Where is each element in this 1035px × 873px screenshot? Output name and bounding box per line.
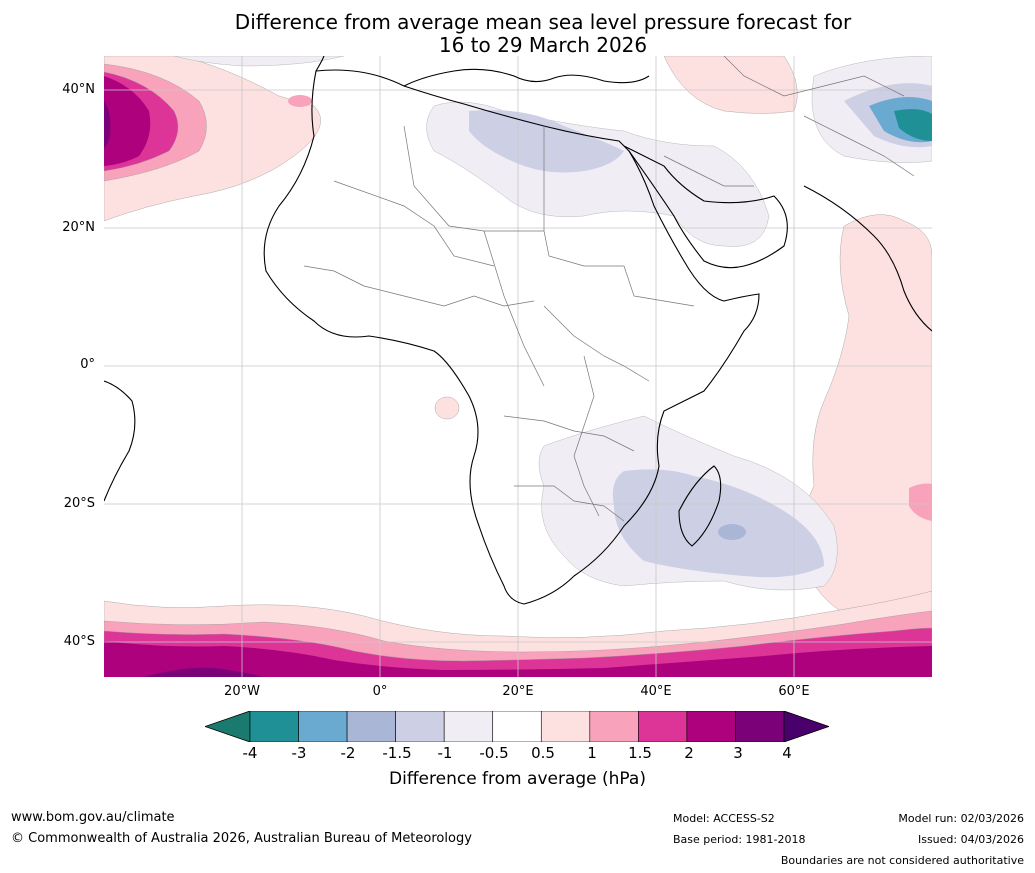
country-borders	[303, 56, 915, 522]
footer-base-period: Base period: 1981-2018	[673, 833, 806, 846]
colorbar	[205, 711, 829, 742]
graticule	[104, 56, 932, 677]
colorbar-tick-label: -1.5	[382, 744, 412, 762]
colorbar-cell	[638, 711, 688, 742]
colorbar-cell	[686, 711, 736, 742]
colorbar-tick-label: 3	[733, 744, 743, 762]
chart-title-line1: Difference from average mean sea level p…	[234, 10, 852, 34]
footer-disclaimer: Boundaries are not considered authoritat…	[780, 854, 1024, 867]
footer-website: www.bom.gov.au/climate	[11, 810, 175, 825]
colorbar-tick-label: -1	[437, 744, 453, 762]
colorbar-cell	[589, 711, 639, 742]
colorbar-cell	[492, 711, 542, 742]
colorbar-tick-label: -2	[340, 744, 356, 762]
x-tick-label: 0°	[372, 684, 388, 699]
anomaly-north-atlantic	[104, 56, 321, 222]
y-tick-label: 40°S	[63, 634, 95, 649]
colorbar-tick-label: 1.5	[628, 744, 652, 762]
colorbar-tick-label: -4	[242, 744, 258, 762]
footer-model-run: Model run: 02/03/2026	[898, 812, 1024, 825]
anomaly-mediterranean	[426, 101, 770, 247]
y-tick-label: 40°N	[62, 82, 95, 97]
colorbar-tick-label: -3	[291, 744, 307, 762]
map-panel	[104, 56, 932, 677]
colorbar-cell	[346, 711, 396, 742]
x-tick-label: 40°E	[640, 684, 672, 699]
anomaly-asia	[663, 56, 932, 163]
footer-copyright: © Commonwealth of Australia 2026, Austra…	[11, 831, 472, 846]
y-tick-label: 0°	[80, 357, 95, 372]
footer-model: Model: ACCESS-S2	[673, 812, 775, 825]
y-tick-label: 20°N	[62, 220, 95, 235]
colorbar-tick-label: -0.5	[479, 744, 509, 762]
colorbar-cell	[395, 711, 445, 742]
colorbar-tick-label: 0.5	[531, 744, 555, 762]
colorbar-title: Difference from average (hPa)	[389, 769, 646, 789]
colorbar-tick-label: 1	[587, 744, 597, 762]
colorbar-cell	[249, 711, 299, 742]
map-canvas	[104, 56, 932, 677]
chart-title-line2: 16 to 29 March 2026	[438, 33, 648, 57]
coastlines	[104, 56, 932, 605]
x-tick-label: 60°E	[778, 684, 810, 699]
colorbar-cell	[735, 711, 785, 742]
x-tick-label: 20°W	[224, 684, 260, 699]
colorbar-cell	[540, 711, 591, 742]
colorbar-extend-high	[783, 711, 829, 742]
anomaly-southern-ocean	[104, 590, 932, 677]
colorbar-cell	[443, 711, 494, 742]
x-tick-label: 20°E	[502, 684, 534, 699]
colorbar-cell	[298, 711, 348, 742]
colorbar-tick-label: 4	[782, 744, 792, 762]
footer-issued: Issued: 04/03/2026	[917, 833, 1024, 846]
colorbar-extend-low	[205, 711, 251, 742]
y-tick-label: 20°S	[63, 496, 95, 511]
anomaly-madagascar	[538, 415, 838, 591]
colorbar-tick-label: 2	[684, 744, 694, 762]
